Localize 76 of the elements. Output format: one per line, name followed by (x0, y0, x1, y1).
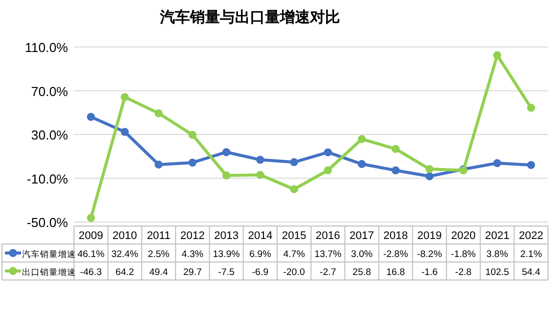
point (290, 185, 298, 194)
data-label: 2.5% (148, 249, 170, 260)
y-tick-label: 70.0% (31, 84, 68, 99)
data-label: 102.5 (485, 267, 510, 278)
data-label: 32.4% (111, 249, 139, 260)
y-tick-label: 30.0% (31, 128, 68, 142)
point (493, 159, 502, 168)
point (154, 160, 163, 169)
x-tick-label: 2013 (214, 230, 239, 242)
y-tick-label: 110.0% (24, 40, 68, 55)
data-label: 64.2 (116, 267, 134, 278)
x-tick-label: 2010 (112, 230, 138, 242)
x-tick-label: 2012 (180, 230, 205, 242)
legend-label: 出口销量增速 (22, 267, 76, 277)
data-label: -20.0 (283, 267, 305, 278)
legend-label: 汽车销量增速 (22, 249, 76, 259)
data-label: 16.8 (386, 267, 405, 278)
point (86, 214, 95, 222)
data-label: -1.8% (450, 249, 476, 260)
point (358, 135, 366, 144)
x-tick-label: 2017 (350, 230, 374, 242)
point (290, 158, 298, 166)
data-label: 25.8 (352, 267, 372, 278)
data-label: -2.8 (455, 267, 472, 278)
point (256, 170, 264, 179)
chart-title: 汽车销量与出口量增速对比 (159, 8, 340, 26)
point (222, 148, 230, 156)
y-tick-label: -50.0% (26, 215, 68, 230)
data-label: 4.7% (283, 249, 306, 260)
point (358, 160, 366, 168)
point (86, 112, 95, 121)
x-tick-label: 2014 (248, 230, 272, 242)
data-label: 6.9% (249, 249, 272, 260)
data-label: -46.3 (80, 267, 102, 278)
data-label: -8.2% (417, 249, 442, 260)
data-label: -1.6 (421, 267, 438, 278)
data-label: 49.4 (149, 267, 168, 278)
data-label: 2.1% (520, 249, 542, 260)
point (392, 144, 400, 153)
data-label: 13.7% (314, 249, 342, 260)
x-tick-label: 2020 (451, 230, 476, 242)
x-tick-label: 2011 (146, 230, 170, 242)
x-tick-label: 2016 (316, 230, 340, 242)
data-label: 54.4 (522, 267, 540, 278)
x-tick-label: 2015 (282, 230, 306, 242)
point (426, 172, 434, 180)
data-label: 3.8% (486, 249, 509, 260)
point (188, 158, 196, 167)
point (392, 166, 400, 174)
data-label: -6.9 (252, 267, 268, 278)
x-tick-label: 2022 (518, 230, 544, 242)
point (493, 51, 502, 60)
point (324, 166, 332, 174)
point (154, 109, 163, 118)
point (527, 161, 536, 170)
point (120, 93, 129, 102)
data-label: -2.8% (383, 249, 409, 260)
point (222, 172, 230, 180)
data-label: -7.5 (218, 267, 235, 278)
data-label: 29.7 (183, 267, 202, 278)
point (426, 165, 434, 174)
point (256, 156, 264, 164)
x-tick-label: 2021 (484, 230, 510, 242)
data-label: 13.9% (212, 249, 240, 260)
point (188, 130, 196, 139)
point (120, 128, 129, 136)
point (527, 104, 536, 112)
data-label: -2.7 (320, 267, 336, 278)
data-label: 3.0% (350, 249, 374, 260)
data-label: 4.3% (182, 249, 204, 260)
x-tick-label: 2018 (383, 230, 408, 242)
x-tick-label: 2019 (417, 230, 442, 242)
data-label: 46.1% (77, 249, 105, 260)
y-tick-label: -10.0% (26, 171, 68, 186)
x-tick-label: 2009 (78, 230, 104, 242)
point (324, 148, 332, 156)
